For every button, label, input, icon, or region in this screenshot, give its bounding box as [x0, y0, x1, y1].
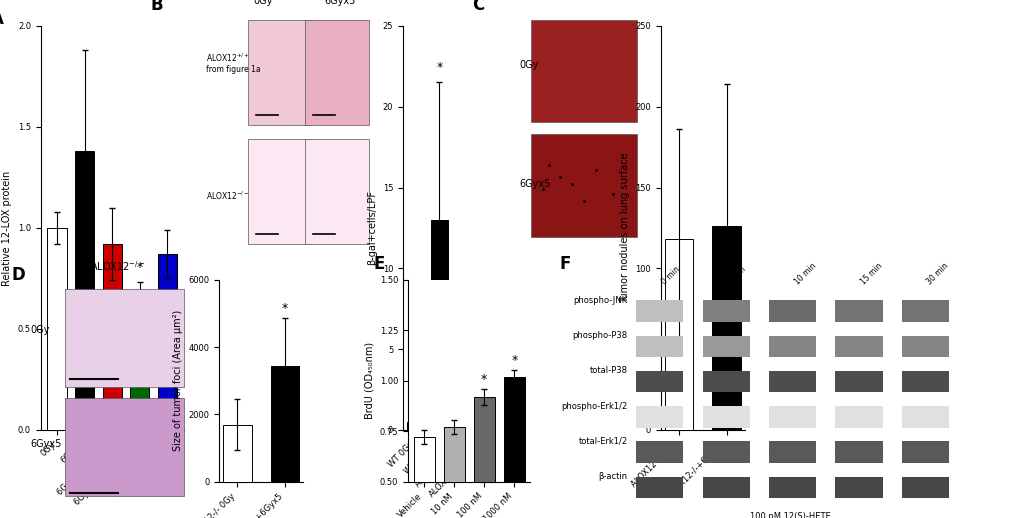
- Bar: [130, 303, 150, 430]
- Text: 5 min: 5 min: [726, 264, 747, 286]
- Bar: [664, 239, 693, 430]
- Text: 30 min: 30 min: [924, 261, 950, 286]
- Bar: [636, 371, 683, 392]
- Bar: [835, 477, 881, 498]
- Text: phospho-P38: phospho-P38: [572, 331, 627, 340]
- Bar: [835, 441, 881, 463]
- Text: 0 min: 0 min: [659, 264, 681, 286]
- Text: 6Gyx5: 6Gyx5: [31, 439, 62, 449]
- Bar: [407, 422, 424, 430]
- Bar: [473, 397, 494, 518]
- Text: 0Gy: 0Gy: [519, 60, 538, 70]
- Text: ALOX12$^{-/-}$: ALOX12$^{-/-}$: [555, 0, 611, 3]
- Bar: [768, 477, 815, 498]
- Bar: [702, 300, 749, 322]
- Bar: [768, 406, 815, 427]
- Bar: [636, 406, 683, 427]
- Text: C: C: [472, 0, 484, 14]
- Text: F: F: [558, 255, 570, 273]
- Bar: [835, 371, 881, 392]
- Text: 6Gyx5: 6Gyx5: [519, 179, 550, 189]
- Text: 0Gy: 0Gy: [31, 325, 50, 335]
- Text: *: *: [481, 373, 487, 386]
- Bar: [835, 406, 881, 427]
- Bar: [223, 425, 252, 482]
- Text: total-Erk1/2: total-Erk1/2: [578, 437, 627, 446]
- Bar: [431, 220, 447, 430]
- Bar: [74, 151, 94, 430]
- Bar: [835, 336, 881, 357]
- Y-axis label: BrdU (OD₄₅₀nm): BrdU (OD₄₅₀nm): [364, 342, 374, 419]
- Text: *: *: [436, 62, 442, 75]
- Text: 0Gy: 0Gy: [253, 0, 272, 6]
- Bar: [711, 226, 740, 430]
- Bar: [158, 254, 177, 430]
- Text: 10 min: 10 min: [792, 261, 817, 286]
- Bar: [901, 300, 948, 322]
- Bar: [270, 366, 299, 482]
- Bar: [702, 406, 749, 427]
- Y-axis label: Tumor nodules on lung surface: Tumor nodules on lung surface: [620, 153, 630, 303]
- Bar: [901, 477, 948, 498]
- Text: 6Gyx5: 6Gyx5: [324, 0, 356, 6]
- Text: *: *: [137, 262, 143, 275]
- Bar: [835, 300, 881, 322]
- Bar: [478, 429, 495, 430]
- Bar: [702, 477, 749, 498]
- Text: ALOX12$^{+/+}$
from figure 1a: ALOX12$^{+/+}$ from figure 1a: [206, 51, 260, 74]
- Bar: [636, 300, 683, 322]
- Text: β-actin: β-actin: [598, 472, 627, 481]
- Text: *: *: [281, 302, 287, 315]
- Bar: [443, 427, 465, 518]
- Bar: [768, 371, 815, 392]
- Bar: [47, 228, 66, 430]
- Text: D: D: [11, 266, 25, 284]
- Bar: [413, 437, 434, 518]
- Bar: [901, 441, 948, 463]
- Bar: [503, 377, 525, 518]
- Bar: [702, 336, 749, 357]
- Text: ALOX12$^{-/-}$: ALOX12$^{-/-}$: [206, 190, 250, 203]
- Bar: [636, 477, 683, 498]
- Y-axis label: Relative 12-LOX protein: Relative 12-LOX protein: [2, 170, 12, 285]
- Text: A: A: [0, 10, 4, 28]
- Bar: [901, 336, 948, 357]
- Bar: [103, 244, 121, 430]
- Bar: [768, 300, 815, 322]
- Y-axis label: β-gal+cells/LPF: β-gal+cells/LPF: [367, 191, 377, 265]
- Text: 100 nM 12(S)-HETE: 100 nM 12(S)-HETE: [749, 512, 830, 518]
- Text: *: *: [511, 354, 517, 367]
- Text: total-P38: total-P38: [589, 366, 627, 376]
- Bar: [768, 336, 815, 357]
- Text: E: E: [373, 255, 385, 274]
- Text: ALOX12$^{-/-}$: ALOX12$^{-/-}$: [90, 259, 145, 273]
- Bar: [901, 406, 948, 427]
- Bar: [702, 441, 749, 463]
- Bar: [768, 441, 815, 463]
- Text: 15 min: 15 min: [858, 261, 883, 286]
- Bar: [901, 371, 948, 392]
- Text: phospho-Erk1/2: phospho-Erk1/2: [560, 401, 627, 411]
- Text: B: B: [150, 0, 163, 14]
- Text: phospho-JNK: phospho-JNK: [573, 296, 627, 305]
- Bar: [702, 371, 749, 392]
- Bar: [636, 441, 683, 463]
- Bar: [454, 429, 471, 430]
- Y-axis label: Size of tumor foci (Area μm²): Size of tumor foci (Area μm²): [173, 310, 182, 451]
- Bar: [636, 336, 683, 357]
